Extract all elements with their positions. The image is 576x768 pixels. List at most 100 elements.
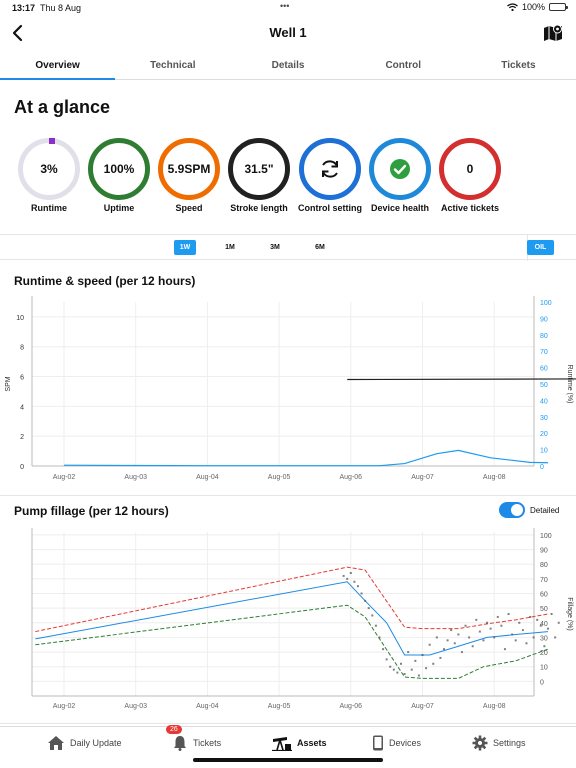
fillage-data-point: [460, 651, 463, 654]
kpi-value: 3%: [40, 162, 58, 176]
fillage-data-point: [403, 673, 406, 676]
fillage-data-point: [457, 633, 460, 636]
fillage-data-point: [529, 615, 532, 618]
fillage-data-point: [493, 636, 496, 639]
fillage-data-point: [554, 636, 557, 639]
nav-daily-update[interactable]: Daily Update: [47, 735, 122, 751]
home-icon: [48, 736, 64, 750]
fillage-data-point: [346, 577, 349, 580]
y2-tick-label: 40: [540, 398, 548, 405]
pumpjack-icon: [272, 737, 292, 751]
tab-overview[interactable]: Overview: [0, 50, 116, 80]
multitask-dots: •••: [280, 1, 290, 11]
range-6m-button[interactable]: 6M: [315, 244, 325, 251]
fillage-data-point: [478, 630, 481, 633]
tab-details[interactable]: Details: [271, 60, 305, 71]
y-axis-label: SPM: [5, 376, 12, 391]
runtime-progress-marker: [49, 138, 55, 144]
kpi-label: Uptime: [103, 203, 135, 213]
phone-icon: [373, 735, 383, 751]
tab-bar: Overview Technical Details Control Ticke…: [0, 50, 576, 80]
status-bar: 13:17 Thu 8 Aug ••• 100%: [0, 0, 576, 16]
fillage-data-point: [500, 624, 503, 627]
y2-tick-label: 30: [540, 635, 548, 642]
tab-technical[interactable]: Technical: [150, 60, 196, 71]
nav-label: Assets: [297, 738, 327, 748]
runtime-ring: 3%: [18, 138, 80, 200]
map-icon[interactable]: [542, 22, 564, 44]
fillage-data-point: [353, 580, 356, 583]
y2-tick-label: 80: [540, 333, 548, 340]
nav-label: Devices: [389, 738, 422, 748]
nav-devices[interactable]: Devices: [372, 735, 421, 751]
fillage-data-point: [439, 656, 442, 659]
fillage-data-point: [536, 618, 539, 621]
fillage-data-point: [539, 624, 542, 627]
x-tick-label: Aug-03: [124, 703, 147, 710]
y-tick-label: 0: [20, 464, 24, 471]
y2-tick-label: 90: [540, 316, 548, 323]
oil-button[interactable]: OIL: [527, 240, 554, 255]
detailed-toggle[interactable]: [499, 502, 525, 518]
y2-tick-label: 10: [540, 665, 548, 672]
x-tick-label: Aug-03: [124, 474, 147, 481]
fillage-data-point: [475, 618, 478, 621]
y2-tick-label: 70: [540, 349, 548, 356]
range-1m-button[interactable]: 1M: [225, 244, 235, 251]
fillage-data-point: [507, 613, 510, 615]
kpi-control-setting[interactable]: Control setting: [297, 138, 363, 213]
y2-tick-label: 20: [540, 650, 548, 657]
x-tick-label: Aug-04: [196, 703, 219, 710]
back-icon[interactable]: [8, 22, 28, 44]
y-tick-label: 6: [20, 375, 24, 382]
kpi-label: Stroke length: [230, 203, 288, 213]
range-3m-button[interactable]: 3M: [270, 244, 280, 251]
fillage-data-point: [389, 665, 392, 668]
fillage-mean-line: [35, 581, 549, 656]
fillage-data-point: [428, 643, 431, 646]
y2-tick-label: 60: [540, 592, 548, 599]
nav-assets[interactable]: Assets: [272, 735, 327, 751]
kpi-label: Speed: [175, 203, 203, 213]
upper-bound-line: [35, 566, 549, 633]
kpi-label: Device health: [370, 203, 430, 213]
fillage-data-point: [489, 627, 492, 630]
range-1w-button[interactable]: 1W: [174, 240, 196, 255]
gear-icon: [472, 735, 488, 751]
y-tick-label: 4: [20, 404, 24, 411]
nav-tickets[interactable]: 26 Tickets: [166, 725, 221, 751]
device-health-ring: [369, 138, 431, 200]
kpi-value: 100%: [103, 162, 135, 176]
tab-control[interactable]: Control: [385, 60, 421, 71]
fillage-data-point: [525, 642, 528, 645]
kpi-uptime[interactable]: 100% Uptime: [86, 138, 152, 213]
x-tick-label: Aug-06: [340, 703, 363, 710]
battery-percent: 100%: [521, 2, 545, 12]
kpi-runtime[interactable]: 3% Runtime: [16, 138, 82, 213]
kpi-value: 31.5": [244, 162, 274, 176]
y2-tick-label: 60: [540, 366, 548, 373]
fillage-data-point: [425, 667, 428, 670]
kpi-active-tickets[interactable]: 0 Active tickets: [437, 138, 503, 213]
nav-label: Daily Update: [70, 738, 122, 748]
pump-fillage-chart: Aug-02 Aug-03 Aug-04 Aug-05 Aug-06 Aug-07 Aug-…: [31, 528, 573, 710]
y-tick-label: 2: [20, 434, 24, 441]
fillage-data-point: [532, 636, 535, 639]
nav-settings[interactable]: Settings: [472, 735, 526, 751]
sync-icon: [322, 160, 338, 178]
y2-tick-label: 80: [540, 562, 548, 569]
check-circle-icon: [390, 159, 410, 179]
tab-tickets[interactable]: Tickets: [501, 60, 536, 71]
fillage-data-point: [367, 607, 370, 610]
speed-series-line: [347, 378, 576, 381]
x-tick-label: Aug-02: [53, 474, 76, 481]
kpi-stroke-length[interactable]: 31.5" Stroke length: [226, 138, 292, 213]
fillage-data-point: [399, 662, 402, 665]
chart-title: Pump fillage (per 12 hours): [14, 504, 169, 518]
kpi-device-health[interactable]: Device health: [367, 138, 433, 213]
kpi-speed[interactable]: 5.9SPM Speed: [156, 138, 222, 213]
fillage-data-point: [468, 636, 471, 639]
x-tick-label: Aug-05: [268, 474, 291, 481]
fillage-data-point: [514, 639, 517, 642]
fillage-data-point: [453, 642, 456, 645]
